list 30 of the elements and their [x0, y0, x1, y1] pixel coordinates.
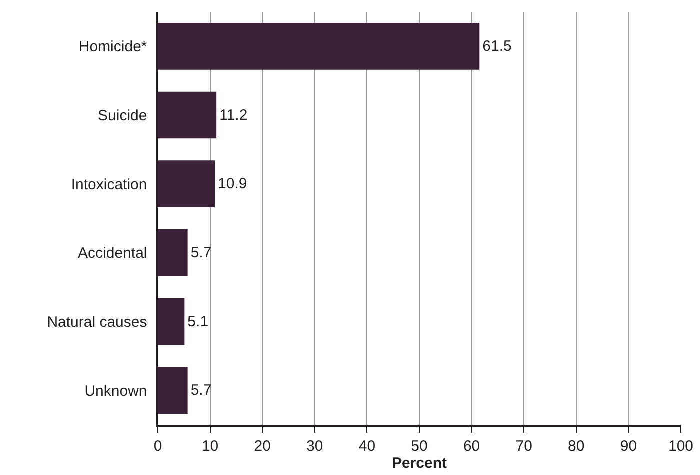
bar — [158, 298, 185, 346]
y-tick-label: Suicide — [98, 108, 148, 124]
x-tick-label: 30 — [306, 438, 324, 455]
data-label: 5.7 — [190, 382, 212, 400]
data-label: 61.5 — [482, 38, 512, 55]
x-tick-label: 40 — [358, 438, 376, 455]
data-label: 5.1 — [188, 313, 209, 330]
y-tick-label: Unknown — [84, 382, 148, 400]
x-tick-label: 0 — [154, 438, 162, 455]
y-tick-label: Natural causes — [47, 314, 148, 331]
bar — [158, 367, 188, 414]
data-label: 5.7 — [190, 244, 212, 262]
x-tick-label: 60 — [463, 438, 480, 455]
x-tick-label: 10 — [202, 438, 219, 455]
bar — [158, 230, 188, 276]
y-tick-label: Intoxication — [71, 176, 148, 194]
bar — [158, 92, 217, 139]
x-tick-label: 70 — [516, 438, 532, 455]
x-tick-label: 50 — [411, 438, 428, 455]
x-tick-label: 20 — [254, 438, 271, 455]
data-label: 11.2 — [220, 106, 248, 124]
y-tick-label: Homicide* — [78, 38, 148, 56]
x-tick-label: 100 — [668, 438, 694, 455]
data-label: 10.9 — [218, 176, 248, 193]
x-tick-label: 80 — [568, 438, 585, 455]
bar — [158, 160, 216, 208]
x-axis-title: Percent — [392, 454, 448, 472]
y-tick-label: Accidental — [78, 245, 148, 262]
x-tick-label: 90 — [620, 438, 638, 455]
bar — [158, 23, 480, 70]
